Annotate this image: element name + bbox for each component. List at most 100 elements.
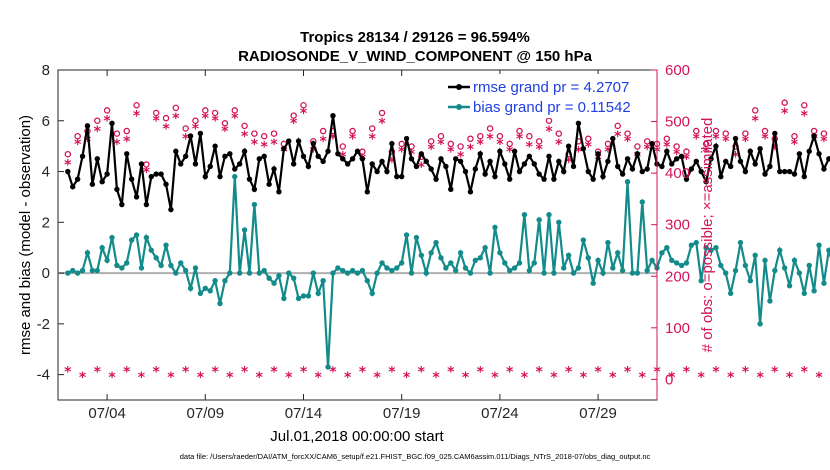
x-tick-label: 07/14	[285, 405, 323, 422]
obs-possible-point	[427, 138, 435, 145]
rmse-point	[457, 158, 464, 165]
rmse-point	[320, 158, 326, 165]
legend-rmse-marker	[456, 84, 462, 90]
rmse-point	[713, 143, 719, 149]
rmse-point	[163, 181, 169, 187]
obs-possible-point	[260, 132, 268, 140]
rmse-point	[222, 153, 228, 160]
plot-area	[57, 69, 658, 401]
bias-point	[104, 257, 110, 264]
rmse-point	[565, 143, 572, 149]
bias-point	[561, 265, 567, 271]
bias-point	[384, 265, 390, 271]
obs-low-count-point: *	[329, 365, 337, 381]
rmse-point	[65, 168, 71, 175]
bias-point	[472, 257, 479, 264]
obs-possible-point	[476, 132, 484, 140]
bias-point	[305, 293, 312, 299]
bias-point	[79, 267, 86, 274]
obs-possible-point	[506, 140, 513, 148]
rmse-point	[762, 171, 768, 177]
rmse-point	[138, 161, 145, 167]
rmse-point	[128, 176, 135, 182]
obs-possible-point	[133, 102, 140, 109]
rmse-point	[541, 176, 547, 182]
obs-possible-point	[241, 122, 248, 130]
rmse-point	[639, 168, 645, 175]
obs-assimilated-point: *	[182, 132, 190, 148]
rmse-point	[428, 166, 434, 172]
legend: rmse grand pr = 4.2707 bias grand pr = 0…	[443, 74, 650, 118]
rmse-point	[217, 173, 223, 180]
obs-assimilated-point: *	[575, 145, 583, 161]
obs-assimilated-point: *	[496, 137, 504, 153]
obs-possible-point	[221, 120, 229, 127]
obs-assimilated-point: *	[319, 134, 327, 150]
rmse-point	[433, 176, 439, 182]
bias-point	[521, 211, 528, 218]
rmse-point	[801, 173, 807, 180]
rmse-point	[448, 186, 454, 193]
bias-point	[443, 265, 449, 271]
obs-assimilated-point: *	[663, 139, 671, 155]
bias-point	[502, 260, 508, 266]
bias-point	[536, 217, 542, 223]
rmse-point	[673, 156, 680, 162]
obs-possible-point	[742, 130, 749, 137]
obs-assimilated-point: *	[133, 108, 141, 124]
rmse-point	[742, 168, 749, 175]
obs-possible-point	[673, 143, 680, 150]
rmse-point	[546, 153, 552, 160]
bias-point	[232, 173, 238, 180]
bias-point	[359, 267, 366, 274]
rmse-point	[158, 171, 164, 177]
rmse-point	[168, 206, 174, 213]
bias-point	[477, 255, 483, 261]
bias-point	[74, 270, 81, 276]
obs-low-count-point: *	[801, 365, 809, 381]
obs-possible-point	[535, 138, 543, 145]
obs-low-count-point: *	[241, 365, 249, 381]
bias-point	[497, 250, 503, 256]
obs-possible-point	[761, 127, 769, 135]
obs-assimilated-point: *	[427, 142, 435, 158]
bias-point	[290, 275, 297, 281]
bias-point	[669, 257, 675, 264]
bias-point	[133, 232, 140, 238]
obs-assimilated-point: *	[261, 139, 269, 155]
rmse-point	[786, 168, 793, 175]
rmse-point	[487, 158, 493, 165]
rmse-point	[70, 184, 76, 190]
bias-point	[752, 252, 758, 259]
x-axis-label: Jul.01,2018 00:00:00 start	[270, 428, 444, 445]
bias-point	[713, 244, 719, 251]
rmse-point	[295, 138, 302, 144]
y-left-tick-label: 6	[42, 113, 50, 130]
bias-point	[261, 267, 267, 274]
obs-low-count-point: *	[609, 370, 617, 386]
rmse-point	[492, 173, 498, 180]
rmse-point	[556, 158, 562, 165]
obs-assimilated-point: *	[732, 150, 740, 166]
bias-point	[698, 277, 704, 284]
obs-assimilated-point: *	[486, 132, 494, 148]
obs-possible-point	[231, 107, 239, 114]
rmse-point	[497, 148, 503, 154]
rmse-point	[772, 130, 778, 137]
obs-assimilated-point: *	[565, 155, 573, 171]
bias-point	[556, 219, 562, 226]
bias-point	[428, 250, 434, 256]
obs-possible-point	[270, 130, 278, 137]
rmse-point	[629, 166, 636, 172]
obs-possible-point	[378, 109, 386, 117]
rmse-point	[187, 133, 194, 139]
rmse-point	[683, 176, 690, 182]
rmse-point	[472, 166, 479, 172]
obs-assimilated-point: *	[221, 124, 229, 140]
obs-assimilated-point: *	[722, 134, 730, 150]
rmse-point	[511, 148, 518, 154]
bias-point	[649, 257, 655, 264]
rmse-point	[261, 153, 267, 160]
rmse-point	[443, 163, 449, 170]
rmse-point	[109, 120, 115, 127]
